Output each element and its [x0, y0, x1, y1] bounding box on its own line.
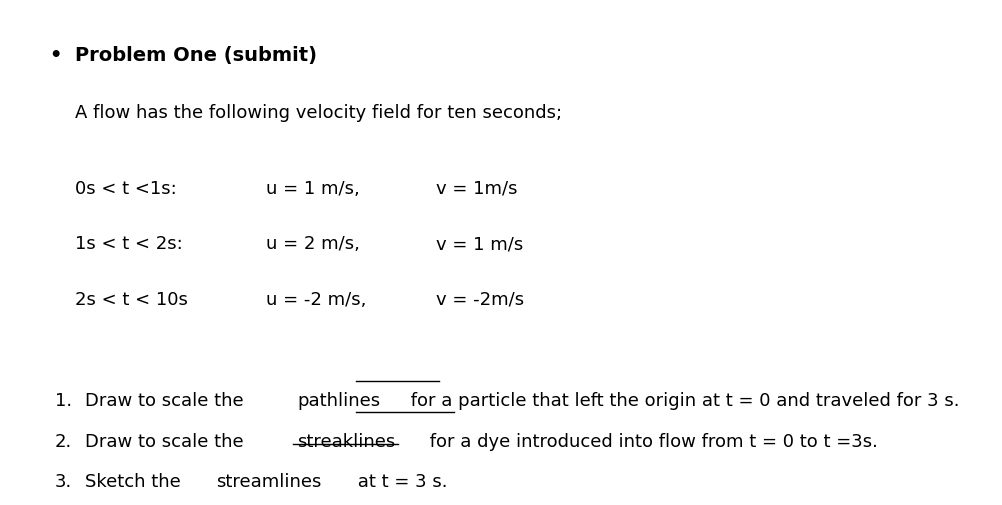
Text: 3.: 3. — [55, 472, 72, 490]
Text: •: • — [49, 45, 61, 65]
Text: Problem One (submit): Problem One (submit) — [75, 45, 318, 65]
Text: Draw to scale the: Draw to scale the — [85, 432, 249, 450]
Text: v = -2m/s: v = -2m/s — [436, 290, 524, 309]
Text: v = 1m/s: v = 1m/s — [436, 179, 517, 197]
Text: 2s < t < 10s: 2s < t < 10s — [75, 290, 188, 309]
Text: streamlines: streamlines — [216, 472, 322, 490]
Text: streaklines: streaklines — [298, 432, 396, 450]
Text: for a particle that left the origin at t = 0 and traveled for 3 s.: for a particle that left the origin at t… — [405, 391, 959, 410]
Text: 2.: 2. — [55, 432, 72, 450]
Text: at t = 3 s.: at t = 3 s. — [352, 472, 448, 490]
Text: A flow has the following velocity field for ten seconds;: A flow has the following velocity field … — [75, 104, 562, 122]
Text: pathlines: pathlines — [298, 391, 381, 410]
Text: 0s < t <1s:: 0s < t <1s: — [75, 179, 177, 197]
Text: u = 1 m/s,: u = 1 m/s, — [266, 179, 360, 197]
Text: v = 1 m/s: v = 1 m/s — [436, 235, 523, 253]
Text: u = -2 m/s,: u = -2 m/s, — [266, 290, 366, 309]
Text: for a dye introduced into flow from t = 0 to t =3s.: for a dye introduced into flow from t = … — [424, 432, 878, 450]
Text: 1.: 1. — [55, 391, 72, 410]
Text: 1s < t < 2s:: 1s < t < 2s: — [75, 235, 183, 253]
Text: Draw to scale the: Draw to scale the — [85, 391, 249, 410]
Text: u = 2 m/s,: u = 2 m/s, — [266, 235, 360, 253]
Text: Sketch the: Sketch the — [85, 472, 186, 490]
